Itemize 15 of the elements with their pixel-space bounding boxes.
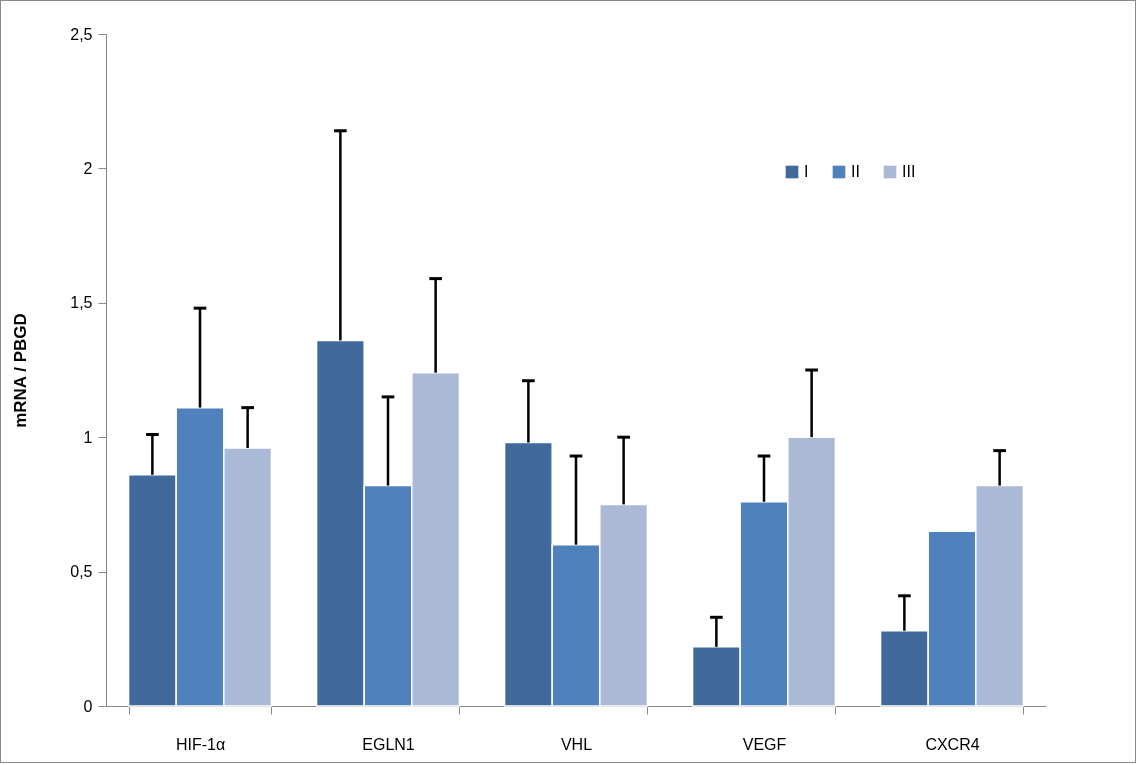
legend-label: II	[851, 163, 860, 180]
y-axis-title: mRNA / PBGD	[11, 313, 31, 428]
x-tick-label: EGLN1	[362, 735, 415, 753]
legend-label: I	[804, 163, 809, 180]
y-tick-label: 1	[83, 428, 93, 446]
x-tick-label: VHL	[560, 735, 593, 753]
x-tick-label: HIF-1α	[175, 735, 226, 753]
y-tick-label: 0	[83, 697, 93, 715]
y-tick-label: 0,5	[70, 563, 93, 581]
y-tick-label: 2	[83, 159, 93, 177]
x-tick-label: VEGF	[742, 735, 787, 753]
y-tick-label: 1,5	[70, 294, 93, 312]
y-tick-label: 2,5	[70, 25, 93, 43]
legend-label: III	[902, 163, 916, 180]
x-tick-label: CXCR4	[925, 735, 980, 753]
